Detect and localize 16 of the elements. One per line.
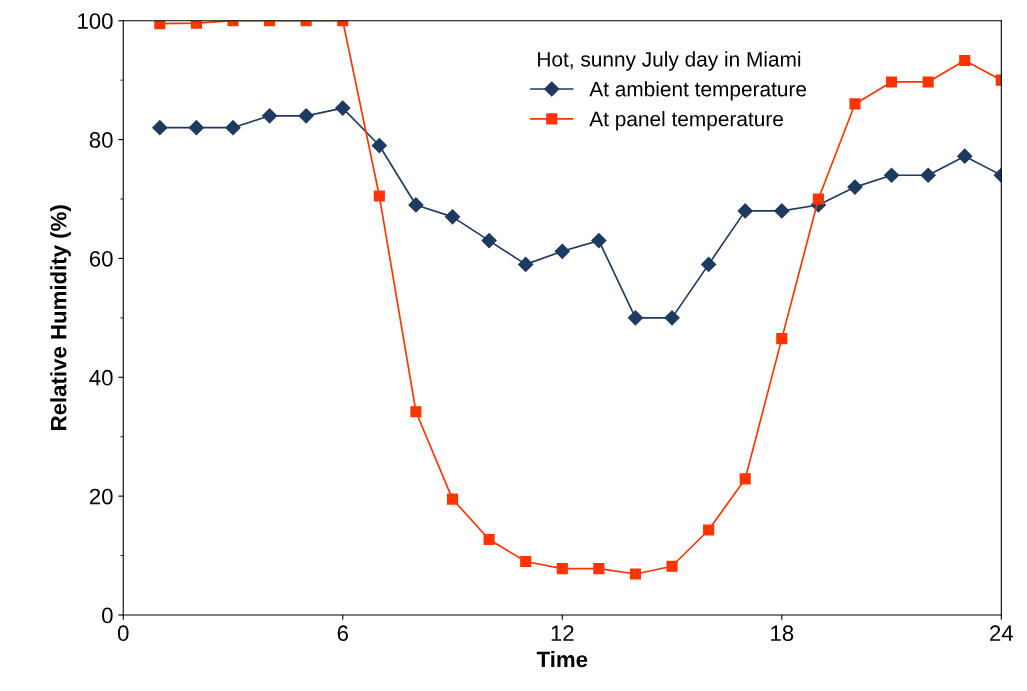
x-tick-label: 18 bbox=[771, 625, 794, 642]
y-tick-label: 60 bbox=[89, 250, 113, 267]
y-tick-label: 100 bbox=[78, 13, 113, 29]
legend-title: Hot, sunny July day in Miami bbox=[538, 51, 801, 71]
y-tick-label: 0 bbox=[102, 607, 113, 624]
x-tick-label: 0 bbox=[117, 625, 129, 642]
x-tick-label: 24 bbox=[990, 625, 1014, 641]
x-axis-title: Time bbox=[536, 650, 588, 668]
legend-label: At ambient temperature bbox=[589, 81, 807, 101]
y-tick-label: 40 bbox=[89, 369, 113, 386]
y-tick-label: 20 bbox=[89, 488, 113, 505]
x-tick-label: 12 bbox=[551, 625, 574, 641]
y-tick-label: 80 bbox=[89, 132, 113, 148]
x-tick-label: 6 bbox=[337, 625, 348, 642]
y-axis-title: Relative Humidity (%) bbox=[50, 205, 71, 430]
legend-label: At panel temperature bbox=[589, 111, 783, 131]
